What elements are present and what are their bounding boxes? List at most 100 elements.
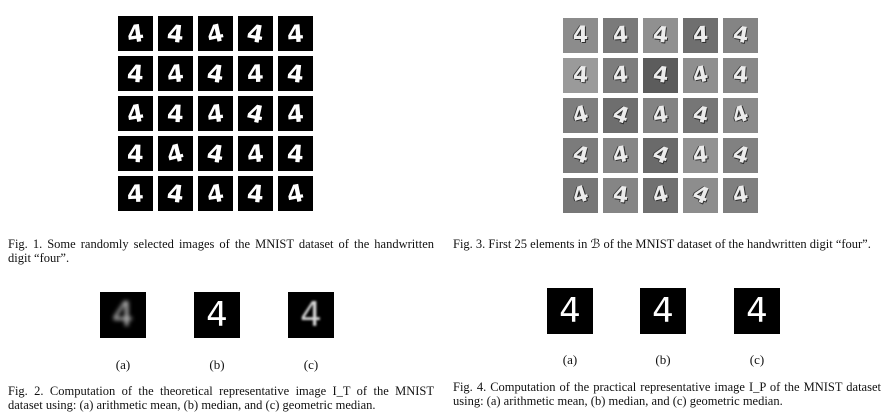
basis-glyph: 4	[688, 180, 713, 210]
basis-glyph: 4	[649, 140, 673, 170]
fig2-digit-a: 4	[112, 295, 134, 335]
fig3-caption: Fig. 3. First 25 elements in ℬ of the MN…	[453, 237, 871, 251]
digit-glyph: 4	[126, 179, 145, 208]
mnist-digit-image: 4	[198, 96, 233, 131]
basis-element-image: 4	[723, 178, 758, 213]
digit-glyph: 4	[166, 99, 185, 128]
digit-glyph: 4	[285, 58, 306, 89]
digit-glyph: 4	[205, 178, 226, 209]
digit-glyph: 4	[245, 178, 266, 209]
basis-element-image: 4	[683, 138, 718, 173]
mnist-digit-image: 4	[118, 176, 153, 211]
mnist-digit-image: 4	[238, 16, 273, 51]
basis-element-image: 4	[603, 98, 638, 133]
mnist-digit-image: 4	[278, 56, 313, 91]
mnist-digit-image: 4	[118, 136, 153, 171]
basis-element-image: 4	[683, 178, 718, 213]
basis-glyph: 4	[609, 100, 632, 130]
digit-glyph: 4	[244, 18, 267, 49]
basis-element-image: 4	[563, 178, 598, 213]
fig4-label-a: (a)	[562, 352, 578, 367]
basis-element-image: 4	[683, 18, 718, 53]
basis-element-image: 4	[643, 178, 678, 213]
digit-glyph: 4	[246, 59, 265, 88]
basis-element-image: 4	[563, 138, 598, 173]
basis-glyph: 4	[570, 141, 592, 169]
basis-glyph: 4	[649, 181, 671, 209]
basis-element-image: 4	[563, 18, 598, 53]
basis-glyph: 4	[730, 181, 750, 209]
mnist-digit-image: 4	[238, 136, 273, 171]
basis-glyph: 4	[691, 141, 710, 169]
digit-glyph: 4	[286, 138, 305, 169]
mnist-digit-image: 4	[198, 56, 233, 91]
basis-element-image: 4	[643, 18, 678, 53]
fig4-image-c: 4	[734, 288, 780, 334]
basis-element-image: 4	[603, 178, 638, 213]
digit-glyph: 4	[126, 139, 145, 168]
digit-glyph: 4	[125, 18, 146, 49]
basis-glyph: 4	[572, 22, 589, 48]
mnist-digit-image: 4	[198, 176, 233, 211]
mnist-digit-image: 4	[238, 96, 273, 131]
basis-element-image: 4	[723, 138, 758, 173]
digit-glyph: 4	[286, 18, 305, 49]
basis-glyph: 4	[610, 141, 631, 169]
basis-glyph: 4	[690, 101, 711, 129]
basis-element-image: 4	[683, 98, 718, 133]
basis-element-image: 4	[723, 58, 758, 93]
digit-glyph: 4	[245, 138, 266, 169]
basis-element-image: 4	[643, 58, 678, 93]
digit-glyph: 4	[164, 137, 187, 170]
basis-glyph: 4	[651, 61, 670, 89]
basis-glyph: 4	[728, 100, 752, 130]
mnist-digit-image: 4	[158, 176, 193, 211]
fig4-digit-c: 4	[746, 291, 768, 331]
basis-glyph: 4	[611, 181, 630, 209]
basis-element-image: 4	[603, 18, 638, 53]
digit-glyph: 4	[165, 18, 186, 49]
fig2-label-b: (b)	[209, 357, 225, 372]
fig2-image-a: 4	[100, 292, 146, 338]
fig2-digit-b: 4	[206, 295, 228, 335]
mnist-digit-image: 4	[278, 16, 313, 51]
basis-element-image: 4	[723, 18, 758, 53]
fig2-label-a: (a)	[115, 357, 131, 372]
digit-glyph: 4	[124, 98, 147, 129]
fig2-label-c: (c)	[303, 357, 319, 372]
basis-glyph: 4	[569, 100, 592, 130]
mnist-digit-image: 4	[158, 16, 193, 51]
basis-glyph: 4	[572, 62, 589, 88]
basis-glyph: 4	[651, 21, 670, 49]
basis-element-image: 4	[643, 138, 678, 173]
mnist-digit-image: 4	[158, 136, 193, 171]
fig2-image-b: 4	[194, 292, 240, 338]
basis-element-image: 4	[563, 58, 598, 93]
basis-element-image: 4	[603, 58, 638, 93]
mnist-digit-image: 4	[278, 176, 313, 211]
fig4-digit-a: 4	[559, 291, 581, 331]
fig4-label-b: (b)	[655, 352, 671, 367]
mnist-digit-image: 4	[238, 56, 273, 91]
fig4-digit-b: 4	[652, 291, 674, 331]
basis-element-image: 4	[643, 98, 678, 133]
fig4-caption: Fig. 4. Computation of the practical rep…	[453, 380, 881, 408]
fig2-image-c: 4	[288, 292, 334, 338]
fig2-digit-c: 4	[300, 295, 322, 335]
mnist-digit-image: 4	[118, 16, 153, 51]
basis-glyph: 4	[729, 140, 752, 170]
mnist-digit-image: 4	[198, 136, 233, 171]
fig4-label-c: (c)	[749, 352, 765, 367]
basis-element-image: 4	[563, 98, 598, 133]
basis-glyph: 4	[730, 21, 751, 49]
basis-element-image: 4	[603, 138, 638, 173]
digit-glyph: 4	[205, 58, 226, 89]
basis-glyph: 4	[569, 180, 592, 210]
basis-element-image: 4	[723, 98, 758, 133]
digit-glyph: 4	[284, 178, 307, 209]
basis-glyph: 4	[692, 22, 709, 48]
mnist-digit-image: 4	[278, 136, 313, 171]
mnist-digit-image: 4	[238, 176, 273, 211]
fig4-image-b: 4	[640, 288, 686, 334]
